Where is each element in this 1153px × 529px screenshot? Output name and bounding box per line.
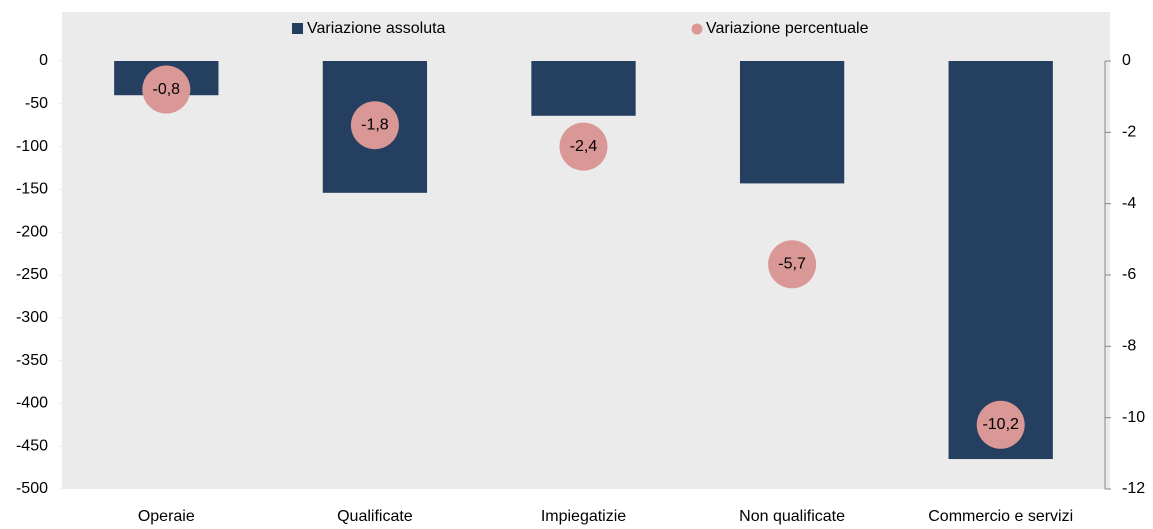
x-tick-label: Commercio e servizi <box>928 508 1073 525</box>
data-label: -2,4 <box>570 138 598 155</box>
x-tick-label: Impiegatizie <box>541 508 626 525</box>
y-tick-label: -250 <box>16 266 48 283</box>
y-tick-label: -50 <box>25 95 48 112</box>
bar <box>739 61 845 184</box>
y-tick-label: -500 <box>16 480 48 497</box>
legend-swatch <box>691 23 703 35</box>
y2-tick-label: -10 <box>1122 409 1145 426</box>
y-tick-label: -100 <box>16 138 48 155</box>
y-tick-label: -300 <box>16 309 48 326</box>
point <box>350 101 399 150</box>
y-tick-label: -350 <box>16 352 48 369</box>
y-tick-label: -200 <box>16 223 48 240</box>
y-tick-label: -150 <box>16 181 48 198</box>
y2-tick-label: -12 <box>1122 480 1145 497</box>
point <box>559 122 608 171</box>
point <box>142 65 191 114</box>
legend-label: Variazione percentuale <box>706 20 869 37</box>
point <box>976 400 1025 449</box>
bar <box>531 61 636 116</box>
y2-tick-label: -6 <box>1122 266 1136 283</box>
y2-tick-label: -8 <box>1122 338 1136 355</box>
legend-swatch <box>292 23 303 34</box>
data-label: -1,8 <box>361 116 389 133</box>
x-tick-label: Operaie <box>138 508 195 525</box>
y2-tick-label: 0 <box>1122 52 1131 69</box>
legend-label: Variazione assoluta <box>307 20 446 37</box>
point <box>768 240 817 289</box>
data-label: -0,8 <box>153 81 181 98</box>
x-tick-label: Non qualificate <box>739 508 845 525</box>
x-tick-label: Qualificate <box>337 508 413 525</box>
y2-tick-label: -2 <box>1122 124 1136 141</box>
data-label: -5,7 <box>778 256 806 273</box>
bar <box>948 61 1053 460</box>
data-label: -10,2 <box>982 416 1019 433</box>
y-tick-label: 0 <box>39 52 48 69</box>
y-tick-label: -400 <box>16 395 48 412</box>
y-tick-label: -450 <box>16 437 48 454</box>
y2-tick-label: -4 <box>1122 195 1136 212</box>
